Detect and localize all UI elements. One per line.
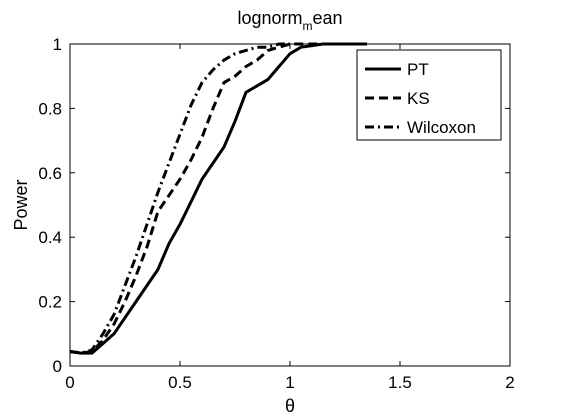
y-tick-label: 0 bbox=[53, 357, 62, 376]
y-tick-label: 0.6 bbox=[38, 164, 62, 183]
chart-title: lognormmean bbox=[237, 8, 342, 33]
chart-title-main: lognorm bbox=[237, 8, 302, 28]
chart-title-subscript: m bbox=[302, 19, 312, 33]
legend-label-pt: PT bbox=[407, 60, 429, 79]
x-tick-label: 1 bbox=[285, 373, 294, 392]
x-axis-label: θ bbox=[285, 396, 295, 416]
legend-label-ks: KS bbox=[407, 89, 430, 108]
y-axis-label: Power bbox=[11, 179, 31, 230]
y-tick-label: 0.8 bbox=[38, 99, 62, 118]
x-tick-label: 0.5 bbox=[168, 373, 192, 392]
x-tick-label: 2 bbox=[505, 373, 514, 392]
series-line-ks bbox=[69, 42, 334, 355]
legend-label-wilcoxon: Wilcoxon bbox=[407, 118, 476, 137]
legend: PT KS Wilcoxon bbox=[356, 49, 502, 141]
series-line-pt bbox=[69, 42, 367, 355]
chart-title-suffix: ean bbox=[312, 8, 342, 28]
series-line-wilcoxon bbox=[69, 42, 290, 355]
y-tick-label: 0.2 bbox=[38, 293, 62, 312]
legend-box bbox=[356, 49, 502, 141]
x-tick-label: 1.5 bbox=[388, 373, 412, 392]
x-tick-label: 0 bbox=[65, 373, 74, 392]
y-tick-label: 1 bbox=[53, 35, 62, 54]
y-tick-label: 0.4 bbox=[38, 228, 62, 247]
